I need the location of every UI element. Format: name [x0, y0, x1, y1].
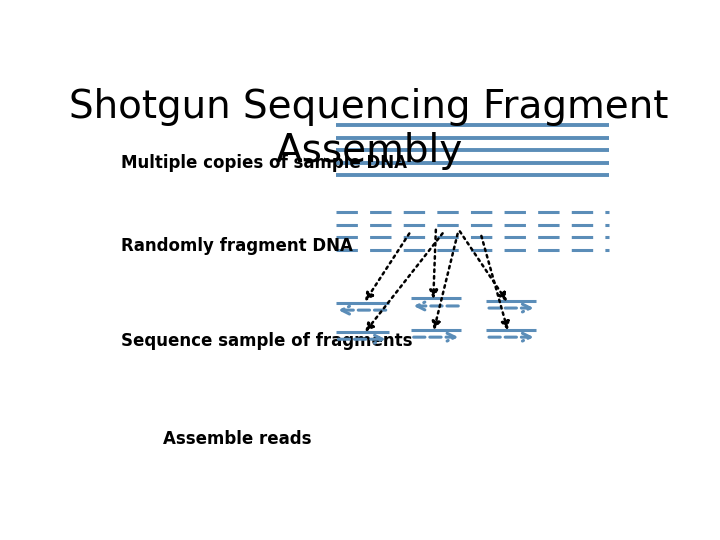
Text: Randomly fragment DNA: Randomly fragment DNA: [121, 237, 353, 255]
Text: Assemble reads: Assemble reads: [163, 430, 311, 448]
Text: Shotgun Sequencing Fragment
Assembly: Shotgun Sequencing Fragment Assembly: [69, 87, 669, 170]
Text: Sequence sample of fragments: Sequence sample of fragments: [121, 332, 412, 350]
Text: Multiple copies of sample DNA: Multiple copies of sample DNA: [121, 153, 407, 172]
